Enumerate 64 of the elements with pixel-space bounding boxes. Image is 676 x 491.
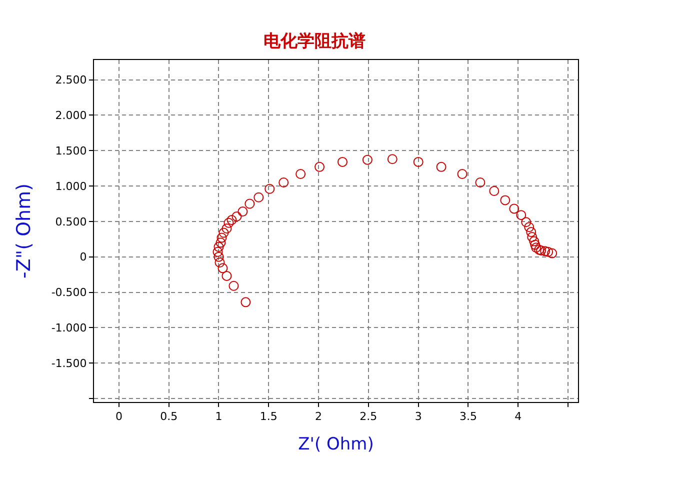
point	[547, 248, 558, 258]
point	[529, 236, 540, 246]
point	[238, 206, 248, 217]
y-tick-label: -1.500	[51, 356, 87, 370]
point	[232, 211, 242, 222]
x-tick-label: 2.5	[360, 410, 378, 424]
point	[264, 184, 275, 194]
point	[244, 198, 255, 209]
x-tick-label: 0.5	[160, 410, 178, 424]
x-tick-label: 2	[315, 410, 322, 424]
point	[224, 218, 234, 228]
y-tick-label: 1.000	[55, 180, 87, 193]
y-tick-label: 0.500	[55, 215, 87, 228]
point	[218, 228, 229, 238]
point	[218, 263, 228, 274]
point	[254, 192, 264, 202]
point	[521, 217, 532, 228]
x-tick-label: 3	[414, 410, 422, 424]
point	[457, 169, 468, 179]
x-tick-label: 1	[215, 410, 222, 424]
y-tick-label: 1.500	[55, 144, 87, 158]
point	[278, 178, 289, 188]
point	[524, 222, 534, 232]
point	[500, 195, 510, 206]
chart-title: 电化学阻抗谱	[263, 31, 366, 52]
y-tick-label: 0	[80, 250, 87, 264]
point	[362, 154, 372, 165]
x-tick-label: 4	[514, 410, 522, 424]
point	[475, 178, 486, 188]
point	[337, 156, 348, 167]
y-axis-title: -Z"( Ohm)	[13, 184, 36, 278]
point	[530, 240, 540, 250]
x-axis-title: Z'( Ohm)	[298, 434, 374, 455]
y-tick-label: -1.000	[51, 322, 87, 334]
y-tick-label: 2.000	[55, 109, 87, 122]
point	[228, 280, 239, 291]
point	[531, 242, 542, 253]
y-tick-label: -0.500	[51, 286, 87, 300]
y-tick-label: 2.500	[55, 74, 87, 87]
point	[214, 258, 225, 268]
point	[527, 232, 538, 242]
point	[296, 169, 306, 179]
point	[436, 162, 446, 172]
point	[226, 215, 237, 226]
point	[216, 232, 227, 243]
point	[516, 210, 526, 220]
point	[509, 204, 520, 214]
point	[387, 154, 398, 164]
x-tick-label: 3.5	[459, 410, 477, 424]
point	[222, 224, 232, 234]
point	[540, 246, 550, 256]
point	[543, 246, 554, 257]
point	[212, 246, 223, 257]
point	[222, 270, 232, 281]
point	[214, 242, 224, 252]
point	[489, 186, 500, 196]
point	[214, 252, 224, 262]
point	[216, 238, 226, 248]
point	[413, 156, 424, 167]
x-tick-label: 0	[115, 410, 122, 424]
point	[314, 162, 325, 172]
point	[240, 297, 251, 308]
point	[526, 227, 536, 238]
x-tick-label: 1.5	[260, 410, 278, 424]
